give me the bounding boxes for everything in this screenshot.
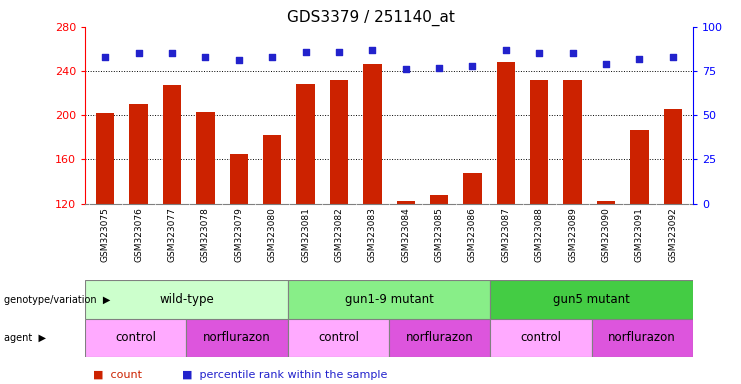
Bar bbox=[396, 201, 415, 204]
Bar bbox=[85, 319, 187, 357]
Text: GSM323091: GSM323091 bbox=[635, 207, 644, 262]
Bar bbox=[491, 319, 591, 357]
Bar bbox=[288, 280, 491, 319]
Text: control: control bbox=[116, 331, 156, 344]
Point bbox=[199, 54, 211, 60]
Point bbox=[266, 54, 278, 60]
Point bbox=[534, 50, 545, 56]
Bar bbox=[463, 173, 482, 204]
Text: GSM323079: GSM323079 bbox=[234, 207, 243, 262]
Point bbox=[133, 50, 144, 56]
Bar bbox=[330, 80, 348, 204]
Point bbox=[333, 48, 345, 55]
Bar bbox=[430, 195, 448, 204]
Text: GSM323077: GSM323077 bbox=[167, 207, 176, 262]
Text: GSM323086: GSM323086 bbox=[468, 207, 477, 262]
Point bbox=[600, 61, 612, 67]
Text: GSM323078: GSM323078 bbox=[201, 207, 210, 262]
Bar bbox=[230, 154, 248, 204]
Text: GSM323084: GSM323084 bbox=[401, 207, 411, 262]
Bar bbox=[597, 201, 615, 204]
Point bbox=[366, 47, 378, 53]
Text: GSM323085: GSM323085 bbox=[435, 207, 444, 262]
Bar bbox=[296, 84, 315, 204]
Text: wild-type: wild-type bbox=[159, 293, 214, 306]
Text: GSM323082: GSM323082 bbox=[334, 207, 343, 262]
Bar bbox=[96, 113, 114, 204]
Text: gun1-9 mutant: gun1-9 mutant bbox=[345, 293, 433, 306]
Text: norflurazon: norflurazon bbox=[203, 331, 271, 344]
Text: norflurazon: norflurazon bbox=[608, 331, 676, 344]
Text: GSM323076: GSM323076 bbox=[134, 207, 143, 262]
Point bbox=[634, 56, 645, 62]
Text: genotype/variation  ▶: genotype/variation ▶ bbox=[4, 295, 110, 305]
Text: GSM323090: GSM323090 bbox=[602, 207, 611, 262]
Text: agent  ▶: agent ▶ bbox=[4, 333, 46, 343]
Bar bbox=[631, 129, 648, 204]
Text: GSM323080: GSM323080 bbox=[268, 207, 276, 262]
Text: GSM323088: GSM323088 bbox=[535, 207, 544, 262]
Point bbox=[400, 66, 412, 72]
Bar bbox=[196, 112, 215, 204]
Bar bbox=[130, 104, 147, 204]
Text: ■  count: ■ count bbox=[93, 369, 142, 380]
Text: GDS3379 / 251140_at: GDS3379 / 251140_at bbox=[287, 10, 454, 26]
Bar bbox=[664, 109, 682, 204]
Bar bbox=[496, 62, 515, 204]
Point bbox=[299, 48, 311, 55]
Bar bbox=[187, 319, 288, 357]
Text: GSM323092: GSM323092 bbox=[668, 207, 677, 262]
Point bbox=[166, 50, 178, 56]
Text: ■  percentile rank within the sample: ■ percentile rank within the sample bbox=[182, 369, 387, 380]
Text: GSM323075: GSM323075 bbox=[101, 207, 110, 262]
Text: GSM323081: GSM323081 bbox=[301, 207, 310, 262]
Bar bbox=[163, 85, 182, 204]
Bar bbox=[363, 65, 382, 204]
Bar bbox=[288, 319, 389, 357]
Text: control: control bbox=[520, 331, 562, 344]
Point bbox=[233, 57, 245, 63]
Text: GSM323083: GSM323083 bbox=[368, 207, 377, 262]
Text: gun5 mutant: gun5 mutant bbox=[553, 293, 630, 306]
Point bbox=[667, 54, 679, 60]
Text: norflurazon: norflurazon bbox=[406, 331, 473, 344]
Point bbox=[99, 54, 111, 60]
Point bbox=[500, 47, 512, 53]
Bar bbox=[491, 280, 693, 319]
Point bbox=[467, 63, 479, 69]
Point bbox=[433, 65, 445, 71]
Text: control: control bbox=[318, 331, 359, 344]
Bar bbox=[530, 80, 548, 204]
Point bbox=[567, 50, 579, 56]
Bar bbox=[389, 319, 491, 357]
Text: GSM323087: GSM323087 bbox=[502, 207, 511, 262]
Bar bbox=[591, 319, 693, 357]
Bar bbox=[563, 80, 582, 204]
Bar bbox=[263, 135, 282, 204]
Text: GSM323089: GSM323089 bbox=[568, 207, 577, 262]
Bar bbox=[85, 280, 288, 319]
